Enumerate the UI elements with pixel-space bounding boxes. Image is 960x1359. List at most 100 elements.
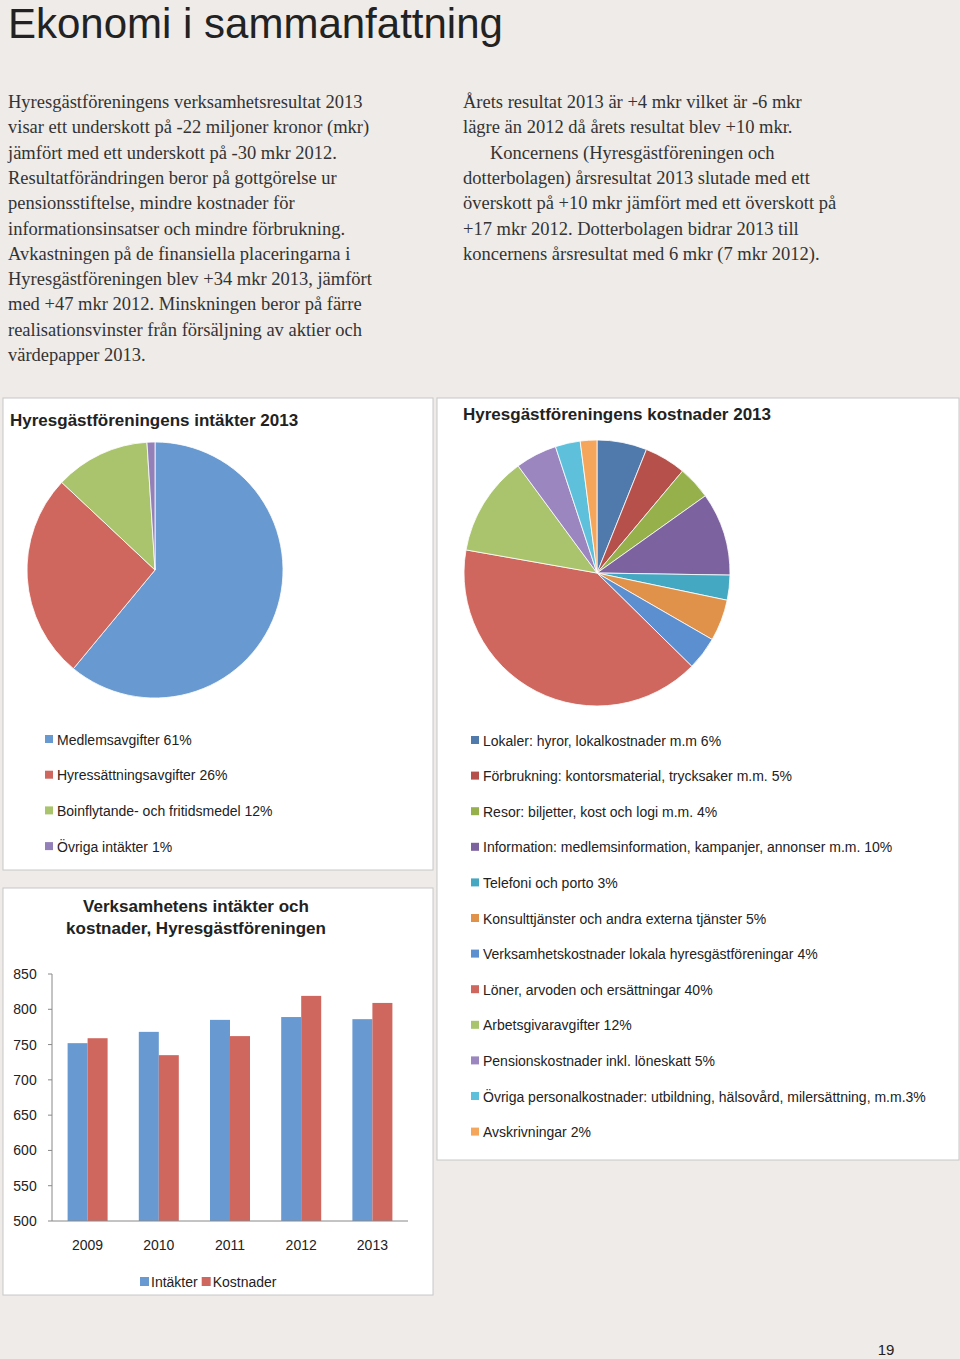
- legend-swatch: [471, 985, 479, 993]
- legend-swatch: [471, 1056, 479, 1064]
- body-text: dotterbolagen) årsresultat 2013 slutade …: [463, 168, 811, 189]
- legend-swatch: [45, 735, 53, 743]
- chart-box: [437, 398, 959, 1160]
- tick-label: 500: [13, 1213, 37, 1229]
- legend-swatch: [471, 736, 479, 744]
- body-text: Hyresgästföreningens verksamhetsresultat…: [8, 92, 363, 112]
- legend-label: Verksamhetskostnader lokala hyresgästför…: [483, 946, 818, 962]
- tick-label: 600: [13, 1142, 37, 1158]
- tick-label: 2010: [143, 1237, 174, 1253]
- legend-label: Resor: biljetter, kost och logi m.m. 4%: [483, 804, 717, 820]
- legend-swatch: [471, 1021, 479, 1029]
- body-text: Avkastningen på de finansiella placering…: [8, 244, 350, 264]
- tick-mark: [48, 1009, 52, 1010]
- legend-label: Förbrukning: kontorsmaterial, trycksaker…: [483, 768, 792, 784]
- pie-slice: [580, 440, 597, 573]
- tick-mark: [48, 1185, 52, 1186]
- chart-title: Hyresgästföreningens intäkter 2013: [10, 411, 298, 430]
- legend-label: Boinflytande- och fritidsmedel 12%: [57, 803, 273, 819]
- pie-slice: [62, 442, 155, 570]
- bar: [210, 1020, 230, 1221]
- bar: [352, 1019, 372, 1221]
- pie-slice: [597, 496, 730, 575]
- body-text: Koncernens (Hyresgästföreningen och: [490, 143, 775, 164]
- legend-swatch: [471, 807, 479, 815]
- chart-title: Verksamhetens intäkter och kostnader, Hyr…: [66, 897, 326, 938]
- bar: [68, 1043, 88, 1221]
- body-text: informationsinsatser och mindre förbrukn…: [8, 219, 345, 239]
- body-text: Resultatförändringen beror på gottgörels…: [8, 168, 337, 188]
- y-axis: [52, 974, 53, 1221]
- legend-label: Avskrivningar 2%: [483, 1124, 591, 1140]
- chart-box: [3, 888, 433, 1295]
- legend-swatch: [45, 771, 53, 779]
- legend-label: Övriga intäkter 1%: [57, 838, 172, 855]
- legend-label: Konsulttjänster och andra externa tjänst…: [483, 911, 766, 927]
- bar: [230, 1036, 250, 1221]
- legend-swatch: [45, 842, 53, 850]
- bar: [372, 1003, 392, 1221]
- legend-swatch: [471, 878, 479, 886]
- title-line: kostnader, Hyresgästföreningen: [66, 919, 326, 938]
- legend-label: Telefoni och porto 3%: [483, 875, 618, 891]
- legend-swatch: [471, 1128, 479, 1136]
- tick-mark: [48, 1115, 52, 1116]
- tick-label: 800: [13, 1001, 37, 1017]
- tick-mark: [48, 1150, 52, 1151]
- bars: [68, 996, 393, 1221]
- legend-label: Intäkter: [151, 1274, 198, 1290]
- tick-label: 2013: [357, 1237, 388, 1253]
- pie: [464, 440, 730, 706]
- legend-swatch: [471, 843, 479, 851]
- x-axis: [52, 1221, 408, 1222]
- legend-swatch: [471, 950, 479, 958]
- page-number: 19: [878, 1341, 895, 1358]
- legend-label: Lokaler: hyror, lokalkostnader m.m 6%: [483, 733, 721, 749]
- tick-label: 650: [13, 1107, 37, 1123]
- pie-slice: [464, 550, 692, 706]
- body-text: värdepapper 2013.: [8, 345, 146, 365]
- tick-mark: [48, 1079, 52, 1080]
- tick-mark: [48, 1044, 52, 1045]
- page-title: Ekonomi i sammanfattning: [8, 0, 503, 47]
- tick-label: 850: [13, 966, 37, 982]
- body-text: +17 mkr 2012. Dotterbolagen bidrar 2013 …: [463, 219, 799, 239]
- pie-slice: [147, 442, 155, 570]
- title-line: Verksamhetens intäkter och: [83, 897, 309, 916]
- chart-box: [3, 398, 433, 870]
- legend-label: Information: medlemsinformation, kampanj…: [483, 839, 892, 855]
- body-text: överskott på +10 mkr jämfört med ett öve…: [463, 193, 836, 213]
- bar: [159, 1055, 179, 1221]
- page: Ekonomi i sammanfattning Hyresgästförenin…: [0, 0, 960, 1359]
- background: [0, 0, 960, 1359]
- body-text: med +47 mkr 2012. Minskningen beror på f…: [8, 294, 362, 314]
- body-text: realisationsvinster från försäljning av …: [8, 320, 362, 340]
- legend-swatch: [202, 1277, 211, 1286]
- legend-label: Kostnader: [213, 1274, 277, 1290]
- legend-swatch: [471, 772, 479, 780]
- tick-label: 2012: [286, 1237, 317, 1253]
- body-text: visar ett underskott på -22 miljoner kro…: [8, 117, 369, 138]
- body-text: Årets resultat 2013 är +4 mkr vilket är …: [463, 92, 802, 112]
- tick-label: 550: [13, 1178, 37, 1194]
- tick-mark: [48, 974, 52, 975]
- pie: [27, 442, 283, 698]
- legend-label: Hyressättningsavgifter 26%: [57, 767, 227, 783]
- body-text: jämfört med ett underskott på -30 mkr 20…: [7, 143, 337, 163]
- body-text: lägre än 2012 då årets resultat blev +10…: [463, 117, 792, 137]
- legend-label: Pensionskostnader inkl. löneskatt 5%: [483, 1053, 715, 1069]
- tick-label: 700: [13, 1072, 37, 1088]
- body-text: pensionsstiftelse, mindre kostnader för: [8, 193, 295, 213]
- legend-label: Övriga personalkostnader: utbildning, hä…: [483, 1088, 926, 1105]
- tick-mark: [48, 1221, 52, 1222]
- legend-swatch: [471, 914, 479, 922]
- bar: [139, 1032, 159, 1221]
- tick-label: 2009: [72, 1237, 103, 1253]
- bar: [88, 1038, 108, 1221]
- legend-label: Arbetsgivaravgifter 12%: [483, 1017, 632, 1033]
- legend-swatch: [45, 806, 53, 814]
- chart-title: Hyresgästföreningens kostnader 2013: [463, 405, 771, 424]
- bar: [281, 1017, 301, 1221]
- tick-label: 2011: [215, 1237, 245, 1253]
- tick-label: 750: [13, 1037, 37, 1053]
